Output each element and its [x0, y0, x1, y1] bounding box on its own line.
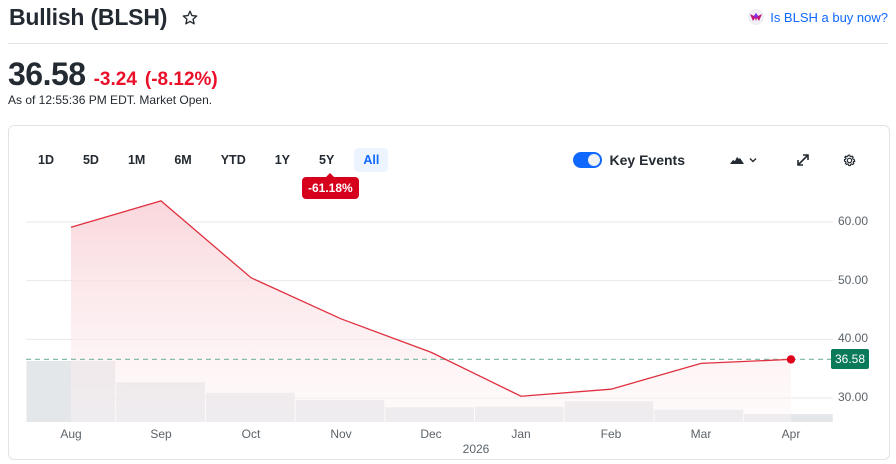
x-tick-label: Sep: [150, 427, 172, 441]
range-5d[interactable]: 5D: [82, 153, 99, 167]
gear-icon[interactable]: [841, 152, 857, 168]
last-price-marker: [786, 355, 796, 364]
page-title: Bullish (BLSH): [9, 4, 168, 30]
price-change-percent: (-8.12%): [144, 69, 218, 90]
range-selector: 1D 5D 1M 6M YTD 1Y 5Y All: [29, 148, 399, 172]
buy-link-label: Is BLSH a buy now?: [770, 9, 888, 25]
key-events-label: Key Events: [609, 152, 685, 168]
is-buy-now-link[interactable]: Is BLSH a buy now?: [748, 9, 888, 25]
quote-timestamp: As of 12:55:36 PM EDT. Market Open.: [8, 93, 213, 107]
range-1d[interactable]: 1D: [38, 153, 54, 167]
range-5y[interactable]: 5Y: [319, 153, 335, 167]
quote-row: 36.58 -3.24 (-8.12%): [8, 56, 218, 93]
price-line: [70, 200, 792, 397]
range-all[interactable]: All: [354, 148, 389, 172]
x-tick-label: Nov: [330, 427, 352, 441]
price-change: -3.24: [93, 69, 137, 90]
analyst-logo-icon: [748, 9, 765, 25]
header-divider: [8, 43, 888, 44]
chart-card: 60.00 50.00 40.00 30.00 Aug Sep Oct Nov Dec Jan 2…: [8, 125, 890, 460]
x-year-label: 2026: [462, 442, 490, 456]
range-1y[interactable]: 1Y: [274, 153, 291, 167]
x-tick-label: Feb: [600, 427, 622, 441]
x-tick-label: Apr: [781, 427, 801, 441]
y-tick-label: 50.00: [837, 272, 868, 287]
y-tick-label: 30.00: [837, 390, 868, 404]
toggle-knob: [587, 154, 600, 166]
last-price: 36.58: [8, 56, 86, 92]
x-tick-label: Aug: [60, 427, 82, 441]
key-events-toggle[interactable]: [572, 152, 602, 168]
y-tick-label: 60.00: [837, 214, 868, 228]
x-tick-label: Jan: [511, 427, 531, 441]
range-6m[interactable]: 6M: [174, 153, 192, 167]
chevron-down-icon: [745, 152, 761, 168]
chart-type-dropdown[interactable]: [729, 152, 761, 168]
range-1m[interactable]: 1M: [127, 153, 146, 167]
x-tick-label: Dec: [420, 427, 442, 441]
mountain-chart-icon: [729, 152, 745, 168]
title-row: Bullish (BLSH): [9, 4, 199, 31]
range-ytd[interactable]: YTD: [220, 153, 246, 167]
x-tick-label: Mar: [690, 427, 712, 441]
expand-icon[interactable]: [795, 152, 811, 168]
chart-toolbar: Key Events: [572, 148, 889, 172]
star-outline-icon[interactable]: [181, 9, 199, 27]
price-chart[interactable]: [9, 126, 891, 461]
x-tick-label: Oct: [241, 427, 261, 441]
price-area: [71, 200, 791, 422]
y-tick-label: 40.00: [837, 331, 868, 346]
range-change-badge: -61.18%: [302, 173, 359, 199]
last-price-axis-label: 36.58: [831, 349, 870, 370]
